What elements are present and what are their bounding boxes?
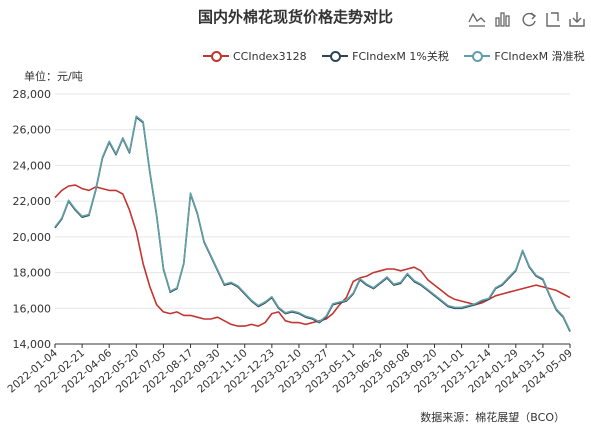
refresh-icon[interactable] (522, 12, 537, 27)
y-tick-label: 24,000 (13, 159, 52, 172)
toolbox (468, 10, 588, 28)
data-view-icon[interactable] (546, 12, 560, 27)
series-lines (54, 115, 571, 332)
grid-lines (55, 93, 570, 309)
series-line-1 (54, 116, 571, 332)
y-tick-label: 22,000 (13, 195, 52, 208)
bar-chart-icon[interactable] (495, 12, 510, 27)
save-image-icon[interactable] (569, 12, 585, 27)
legend-symbol (322, 50, 349, 62)
legend-symbol (464, 50, 491, 62)
y-tick-label: 20,000 (13, 231, 52, 244)
y-axis-unit: 单位：元/吨 (24, 70, 83, 83)
legend-label: CCIndex3128 (233, 49, 307, 63)
legend-label: FCIndexM 1%关税 (352, 50, 449, 63)
series-line-2 (54, 115, 571, 331)
y-tick-label: 14,000 (13, 338, 52, 351)
legend-symbol (203, 50, 229, 62)
legend-item-fcindex-1pct[interactable]: FCIndexM 1%关税 (322, 48, 449, 64)
data-source: 数据来源：棉花展望（BCO） (420, 411, 565, 424)
legend-item-fcindex-sliding[interactable]: FCIndexM 滑准税 (464, 48, 585, 64)
y-tick-label: 18,000 (13, 267, 52, 280)
x-axis: 2022-01-042022-02-212022-04-062022-05-20… (5, 343, 575, 396)
legend: CCIndex3128 FCIndexM 1%关税 FCIndexM 滑准税 (203, 48, 591, 65)
y-tick-label: 16,000 (13, 302, 52, 315)
line-chart-icon[interactable] (468, 12, 486, 27)
legend-label: FCIndexM 滑准税 (494, 50, 585, 63)
chart-title: 国内外棉花现货价格走势对比 (197, 8, 393, 26)
legend-item-ccindex[interactable]: CCIndex3128 (203, 50, 307, 63)
y-axis: 14,000 16,000 18,000 20,000 22,000 24,000 26,0… (13, 88, 52, 351)
y-tick-label: 26,000 (13, 124, 52, 137)
series-line-0 (54, 184, 571, 327)
y-tick-label: 28,000 (13, 88, 52, 101)
